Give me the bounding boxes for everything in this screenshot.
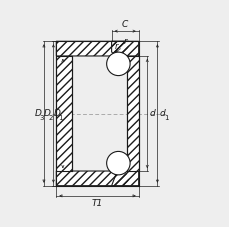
Text: T1: T1: [92, 199, 103, 207]
Text: 1: 1: [163, 115, 167, 121]
Circle shape: [106, 52, 130, 76]
Polygon shape: [111, 171, 138, 186]
Text: r: r: [123, 37, 127, 46]
Polygon shape: [56, 171, 128, 186]
Polygon shape: [56, 41, 128, 56]
Text: C: C: [122, 20, 128, 29]
Text: D: D: [44, 109, 50, 118]
Polygon shape: [127, 56, 138, 171]
Polygon shape: [111, 41, 138, 56]
Circle shape: [106, 151, 130, 175]
Polygon shape: [56, 56, 72, 171]
Text: d: d: [149, 109, 155, 118]
Text: 2: 2: [48, 115, 53, 121]
Text: D: D: [34, 109, 41, 118]
Text: 3: 3: [39, 115, 43, 121]
Text: r: r: [114, 42, 117, 51]
Text: D: D: [53, 109, 60, 118]
Text: 1: 1: [58, 115, 62, 121]
Text: d: d: [159, 109, 165, 118]
